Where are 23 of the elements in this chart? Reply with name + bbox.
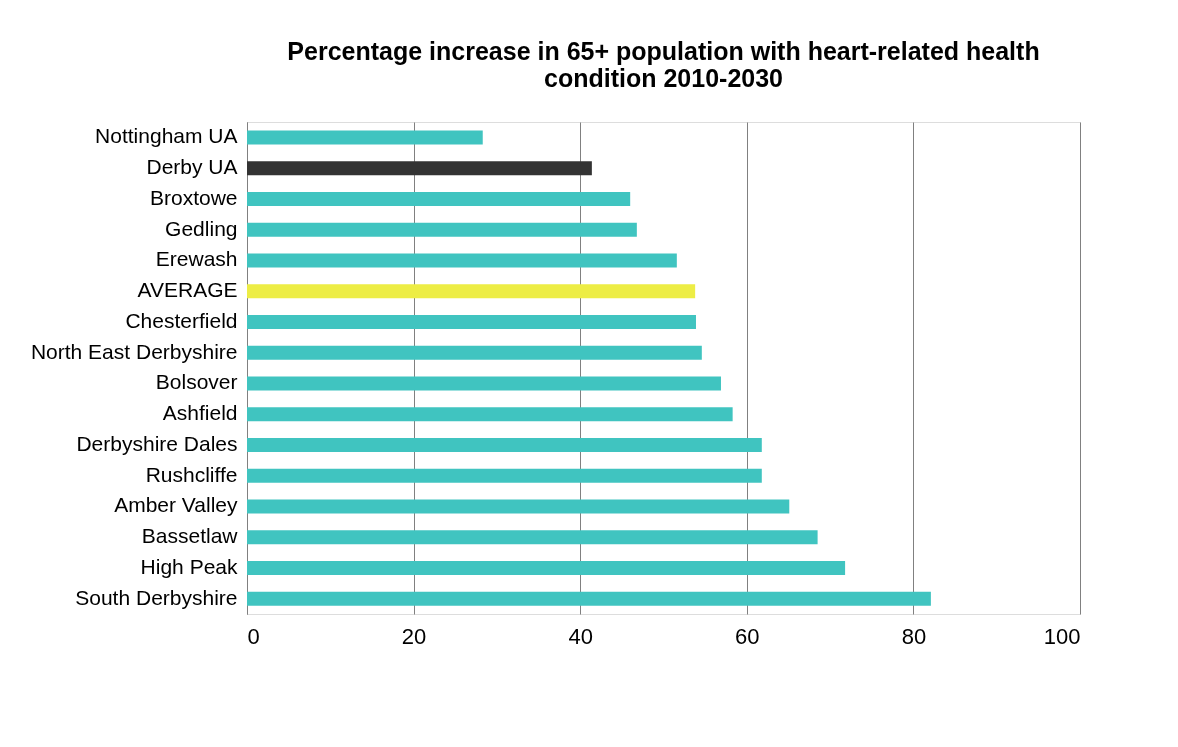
y-tick-label: Erewash <box>155 247 238 271</box>
y-tick-label: Chesterfield <box>125 308 238 332</box>
y-tick-label: Broxtowe <box>149 185 238 209</box>
y-tick-label: Rushcliffe <box>145 462 238 486</box>
y-tick-label: Nottingham UA <box>95 124 238 148</box>
y-tick-label: High Peak <box>140 554 238 578</box>
y-tick-label: AVERAGE <box>137 278 238 302</box>
y-tick-label: Gedling <box>165 216 238 240</box>
y-tick-label: Bolsover <box>155 370 238 394</box>
x-tick-label: 100 <box>1043 623 1081 649</box>
x-tick-label: 40 <box>568 623 593 649</box>
y-tick-label: South Derbyshire <box>75 585 238 609</box>
y-tick-label: Ashfield <box>162 401 238 425</box>
y-tick-label: Derby UA <box>146 155 238 179</box>
x-tick-label: 80 <box>901 623 927 649</box>
x-tick-label: 60 <box>735 623 760 649</box>
y-tick-label: Amber Valley <box>114 493 238 517</box>
x-tick-label: 0 <box>247 623 260 649</box>
y-tick-label: North East Derbyshire <box>30 339 238 363</box>
x-tick-label: 20 <box>401 623 427 649</box>
chart-title: Percentage increase in 65+ population with heart-related health condition 2010-2030 <box>287 37 1040 92</box>
y-tick-label: Bassetlaw <box>141 524 239 548</box>
y-tick-label: Derbyshire Dales <box>76 431 238 455</box>
